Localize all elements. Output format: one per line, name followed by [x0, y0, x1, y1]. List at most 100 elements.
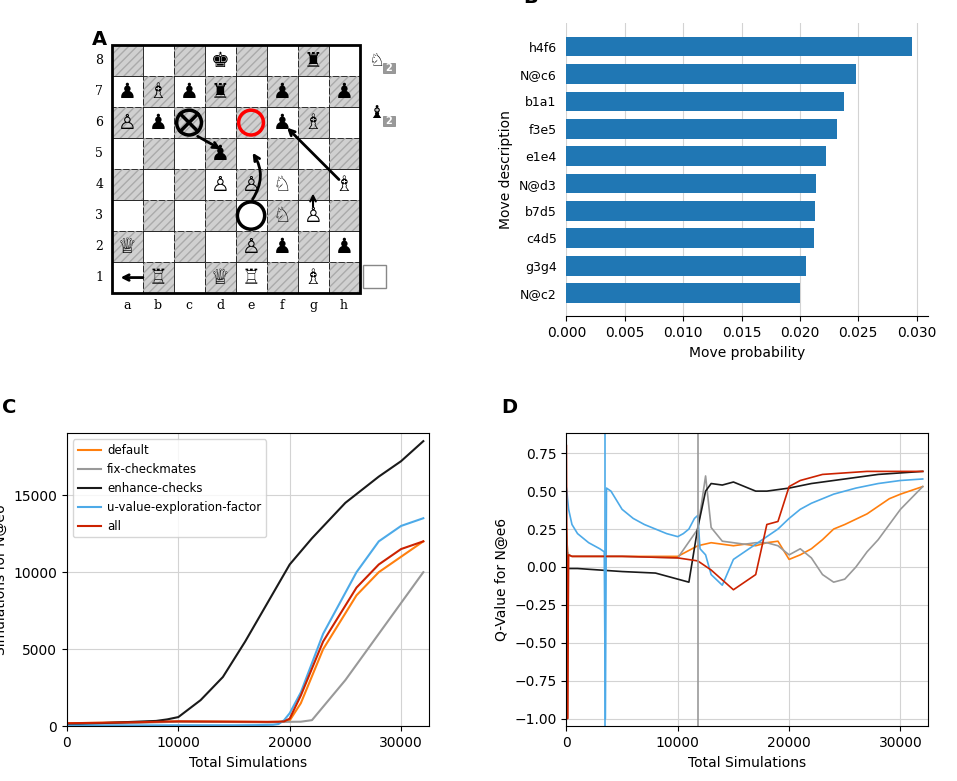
Bar [235, 76, 267, 107]
Bar [567, 37, 912, 56]
Line: all: all [67, 541, 423, 723]
Bar [205, 76, 235, 107]
Text: ♘: ♘ [368, 52, 385, 70]
default [794, 550, 806, 559]
default [61, 719, 73, 728]
Bar [328, 45, 360, 76]
Bar [328, 138, 360, 169]
Bar [235, 262, 267, 293]
u-value-exploration-factor [678, 529, 689, 538]
fix-checkmates [571, 551, 583, 561]
fix-checkmates [739, 540, 750, 549]
enhance-checks [895, 469, 906, 478]
fix-checkmates [828, 577, 839, 587]
u-value-exploration-factor [616, 505, 628, 514]
fix-checkmates [616, 551, 628, 561]
Bar [173, 169, 205, 200]
enhance-checks [61, 720, 73, 729]
enhance-checks [727, 477, 739, 487]
all [395, 544, 407, 554]
fix-checkmates [395, 598, 407, 608]
Bar [298, 262, 328, 293]
all [61, 719, 73, 728]
Bar [328, 231, 360, 262]
enhance-checks [284, 560, 296, 569]
fix-checkmates [839, 575, 851, 584]
Legend: default, fix-checkmates, enhance-checks, u-value-exploration-factor, all: default, fix-checkmates, enhance-checks,… [73, 440, 266, 537]
fix-checkmates [794, 544, 806, 554]
default [261, 717, 273, 726]
all [417, 537, 429, 546]
fix-checkmates [873, 535, 884, 544]
fix-checkmates [295, 717, 306, 726]
Text: D: D [501, 398, 518, 417]
Bar [143, 200, 173, 231]
Text: ♟: ♟ [180, 81, 198, 102]
all [567, 551, 578, 561]
default [284, 716, 296, 726]
Bar [112, 262, 143, 293]
enhance-checks [594, 565, 606, 575]
all [562, 562, 573, 572]
Bar [383, 116, 394, 126]
Bar [205, 138, 235, 169]
u-value-exploration-factor [267, 720, 278, 729]
u-value-exploration-factor [601, 483, 612, 493]
Bar [112, 231, 143, 262]
Text: e: e [247, 299, 255, 312]
fix-checkmates [117, 719, 128, 728]
Text: ♙: ♙ [303, 205, 323, 226]
all [616, 551, 628, 561]
Text: 6: 6 [95, 116, 103, 129]
X-axis label: Total Simulations: Total Simulations [189, 755, 307, 769]
X-axis label: Total Simulations: Total Simulations [688, 755, 807, 769]
Line: u-value-exploration-factor: u-value-exploration-factor [67, 519, 423, 726]
Bar [267, 200, 298, 231]
default [395, 552, 407, 562]
default [417, 537, 429, 546]
fix-checkmates [61, 719, 73, 729]
u-value-exploration-factor [683, 524, 695, 533]
enhance-checks [683, 577, 695, 587]
Line: fix-checkmates: fix-checkmates [567, 476, 923, 582]
Text: 1: 1 [95, 271, 103, 284]
fix-checkmates [816, 570, 828, 580]
Bar [112, 231, 143, 262]
default [563, 550, 574, 559]
fix-checkmates [306, 715, 318, 725]
default [727, 541, 739, 551]
enhance-checks [150, 716, 162, 726]
u-value-exploration-factor [417, 514, 429, 523]
fix-checkmates [229, 717, 240, 726]
Text: ♟: ♟ [273, 112, 291, 133]
Bar [235, 138, 267, 169]
u-value-exploration-factor [650, 524, 661, 533]
fix-checkmates [727, 538, 739, 547]
Text: 2: 2 [386, 63, 392, 73]
enhance-checks [672, 575, 683, 584]
default [295, 698, 306, 708]
all [284, 714, 296, 723]
Text: a: a [123, 299, 131, 312]
Line: enhance-checks: enhance-checks [567, 472, 923, 582]
u-value-exploration-factor [605, 487, 616, 496]
fix-checkmates [273, 718, 284, 727]
all [917, 467, 928, 476]
u-value-exploration-factor [600, 714, 612, 723]
Bar [173, 45, 205, 76]
Bar [205, 200, 235, 231]
Text: ♟: ♟ [118, 81, 137, 102]
enhance-checks [806, 479, 817, 488]
Bar [383, 63, 394, 73]
fix-checkmates [705, 522, 717, 532]
all [229, 717, 240, 726]
enhance-checks [784, 483, 795, 493]
all [373, 560, 385, 569]
Text: ♙: ♙ [242, 175, 260, 194]
default [828, 524, 839, 533]
Text: ♘: ♘ [273, 205, 291, 226]
Bar [173, 138, 205, 169]
fix-checkmates [850, 562, 861, 572]
Bar [112, 200, 143, 231]
Bar [267, 45, 298, 76]
